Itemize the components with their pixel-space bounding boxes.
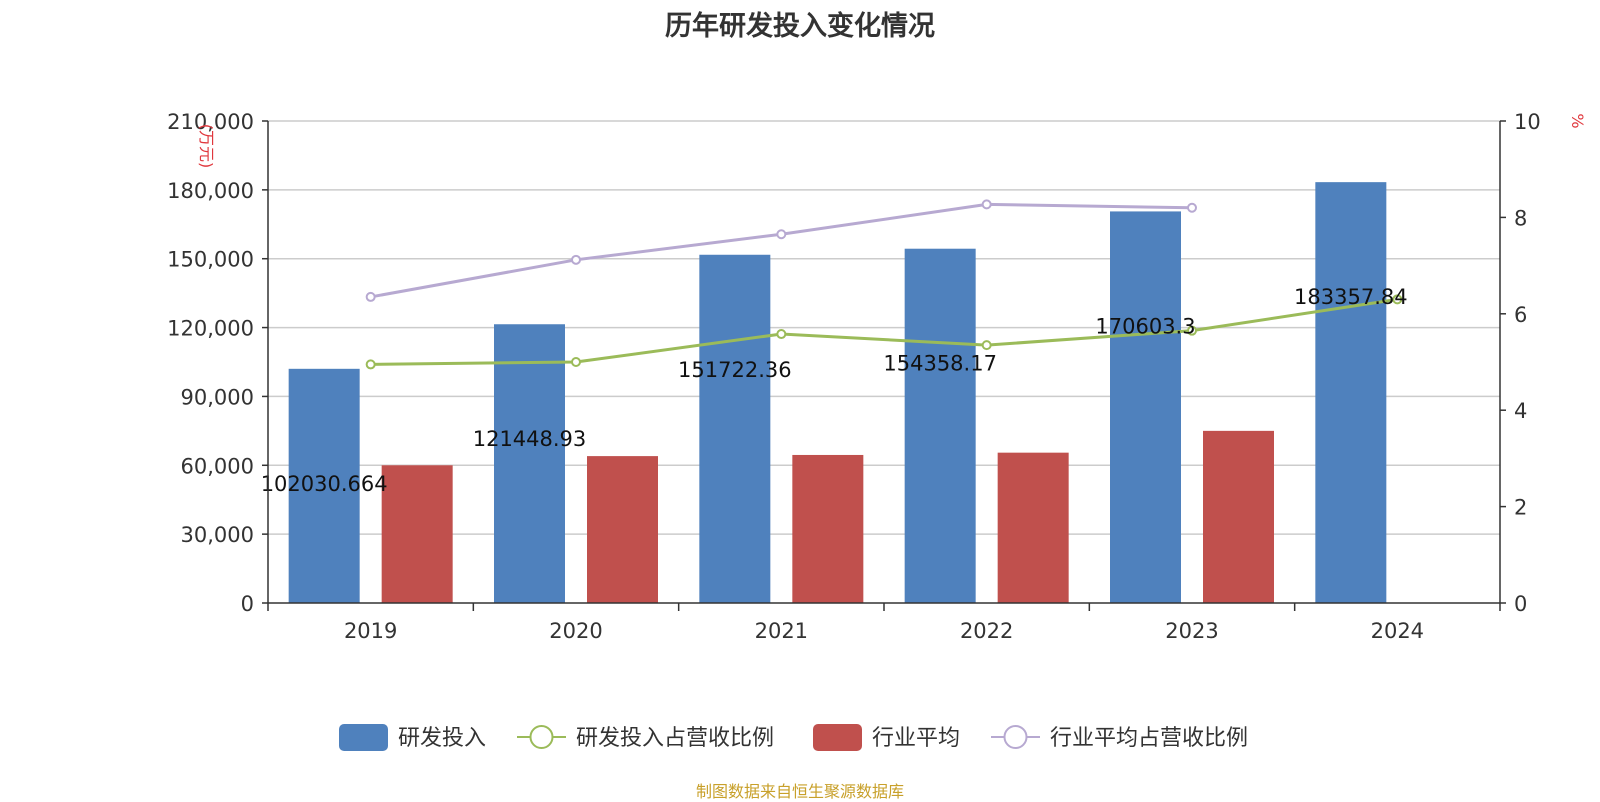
rd-bar-label: 102030.664 bbox=[261, 472, 388, 496]
legend-item: 研发投入 bbox=[339, 724, 486, 751]
legend-swatch bbox=[813, 724, 862, 751]
left-tick-label: 60,000 bbox=[181, 454, 254, 478]
right-unit-label: % bbox=[1568, 113, 1587, 128]
rd-bar-label: 170603.3 bbox=[1095, 314, 1195, 338]
industry-ratio-line bbox=[370, 202, 1193, 299]
industry-bar bbox=[792, 454, 864, 603]
industry-ratio-point bbox=[365, 291, 376, 302]
grid-layer bbox=[268, 120, 1500, 535]
legend-layer: 研发投入 研发投入占营收比例 行业平均 行业平均占营收比例 bbox=[339, 724, 1248, 751]
rd-bar bbox=[904, 248, 976, 603]
lines-layer bbox=[365, 199, 1403, 370]
x-tick-label: 2019 bbox=[344, 619, 397, 643]
rd-bar bbox=[1110, 211, 1181, 603]
industry-bar bbox=[587, 456, 658, 603]
right-tick-label: 8 bbox=[1514, 206, 1527, 230]
x-tick-label: 2022 bbox=[960, 619, 1013, 643]
legend-marker bbox=[1003, 725, 1028, 749]
legend-item: 行业平均占营收比例 bbox=[991, 725, 1248, 751]
left-tick-label: 120,000 bbox=[167, 317, 254, 341]
rd-ratio-point bbox=[1187, 325, 1197, 336]
industry-bar bbox=[1203, 430, 1274, 603]
rd-bar bbox=[288, 368, 360, 603]
rd-bar bbox=[494, 324, 565, 603]
legend-item: 行业平均 bbox=[813, 724, 960, 751]
right-tick-label: 2 bbox=[1514, 496, 1527, 520]
left-tick-label: 210,000 bbox=[167, 110, 254, 134]
legend-label: 行业平均占营收比例 bbox=[1050, 726, 1248, 751]
industry-bar bbox=[997, 452, 1069, 603]
industry-ratio-point bbox=[1187, 202, 1197, 213]
rd-bar bbox=[699, 254, 771, 604]
rd-ratio-point bbox=[1392, 294, 1403, 305]
left-unit-label: (万元) bbox=[197, 124, 216, 169]
source-note: 制图数据来自恒生聚源数据库 bbox=[695, 782, 904, 801]
rd-bar-label: 121448.93 bbox=[473, 427, 587, 451]
legend-label: 研发投入占营收比例 bbox=[576, 726, 774, 751]
right-tick-label: 6 bbox=[1514, 303, 1527, 327]
legend-label: 行业平均 bbox=[872, 726, 960, 751]
legend-swatch bbox=[339, 724, 388, 751]
rd-bar-label: 151722.36 bbox=[678, 358, 792, 382]
industry-ratio-point bbox=[776, 229, 787, 240]
right-tick-label: 4 bbox=[1514, 399, 1527, 423]
rd-bar-label: 183357.84 bbox=[1294, 285, 1408, 309]
labels-layer: 102030.664 121448.93 151722.36 154358.17 170… bbox=[261, 285, 1408, 496]
left-tick-label: 30,000 bbox=[181, 523, 254, 547]
industry-ratio-point bbox=[981, 199, 992, 210]
right-tick-label: 10 bbox=[1514, 110, 1541, 134]
chart-title: 历年研发投入变化情况 bbox=[665, 11, 935, 42]
rd-bar bbox=[1315, 182, 1387, 604]
legend-marker bbox=[529, 725, 554, 749]
bars-layer bbox=[288, 182, 1387, 604]
x-tick-label: 2024 bbox=[1371, 619, 1424, 643]
rd-bar-label: 154358.17 bbox=[883, 352, 997, 376]
rd-ratio-point bbox=[365, 359, 376, 370]
axes-layer: 0 30,000 60,000 90,000 120,000 150,000 180,000… bbox=[167, 110, 1587, 643]
industry-bar bbox=[381, 465, 453, 603]
left-tick-label: 90,000 bbox=[181, 385, 254, 409]
rd-ratio-point bbox=[776, 329, 787, 340]
rd-ratio-line bbox=[370, 297, 1398, 366]
industry-ratio-point bbox=[571, 254, 581, 265]
left-tick-label: 180,000 bbox=[167, 179, 254, 203]
x-tick-label: 2023 bbox=[1165, 619, 1218, 643]
x-tick-label: 2021 bbox=[755, 619, 808, 643]
x-tick-label: 2020 bbox=[549, 619, 602, 643]
right-tick-label: 0 bbox=[1514, 592, 1527, 616]
legend-label: 研发投入 bbox=[398, 726, 486, 751]
legend-item: 研发投入占营收比例 bbox=[517, 725, 774, 751]
left-tick-label: 150,000 bbox=[167, 248, 254, 272]
rd-ratio-point bbox=[981, 340, 992, 351]
left-tick-label: 0 bbox=[241, 592, 254, 616]
rd-ratio-point bbox=[571, 357, 581, 367]
